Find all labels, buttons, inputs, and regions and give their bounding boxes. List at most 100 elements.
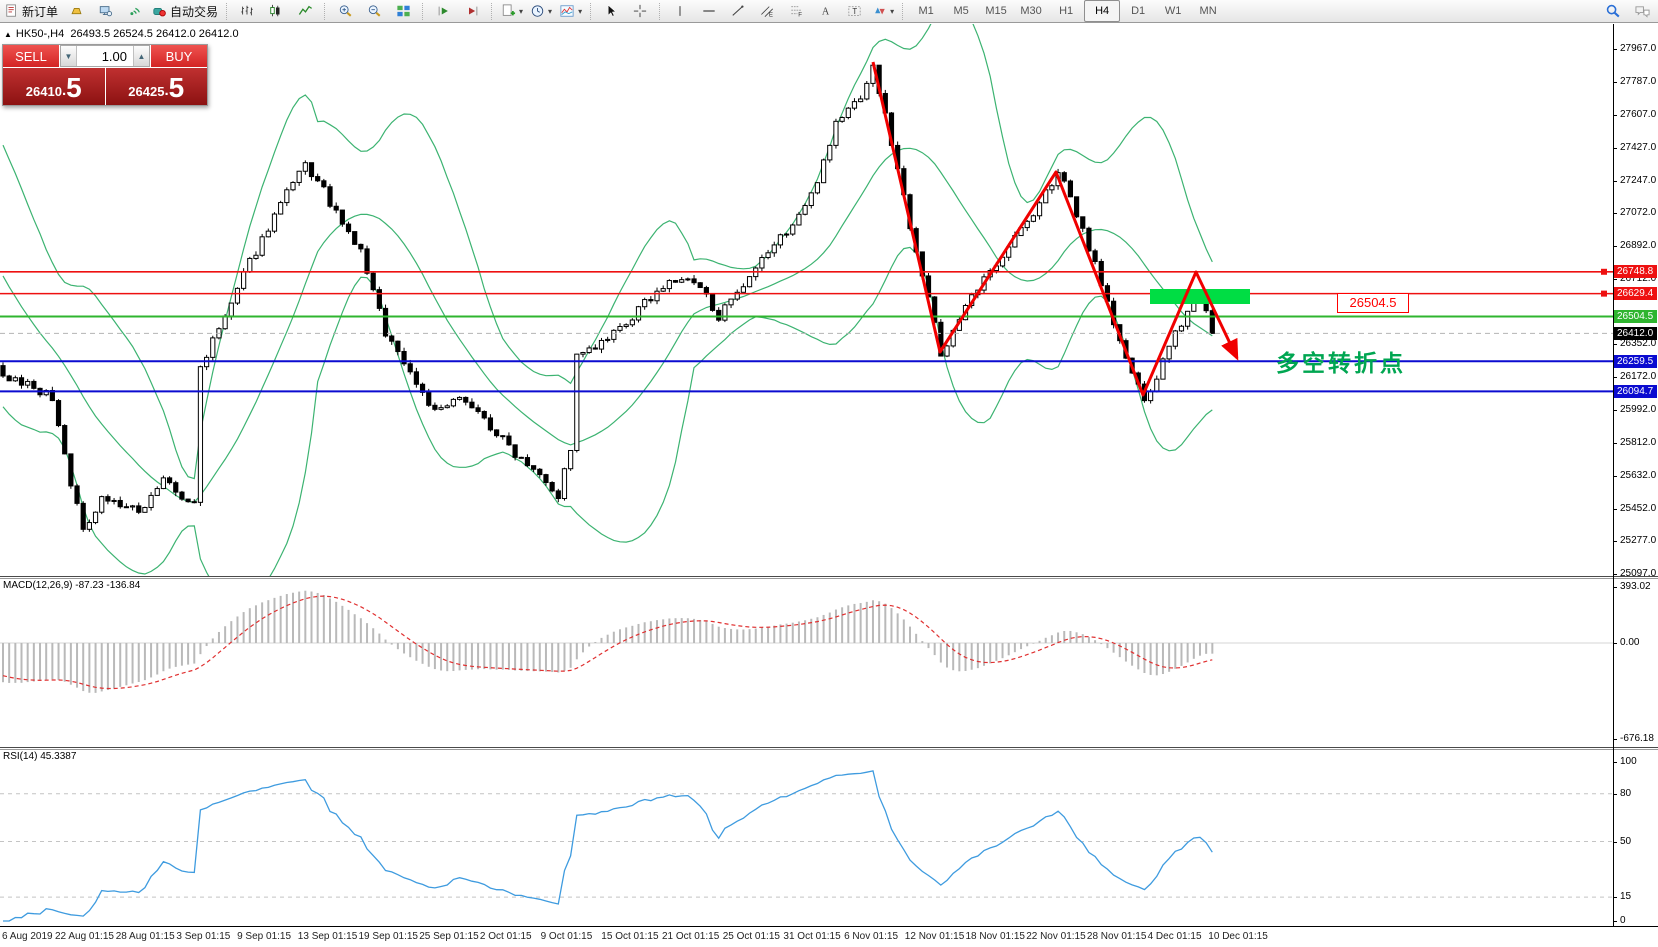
bid-price-main: 26410	[25, 84, 62, 99]
toolbar-separator	[659, 2, 661, 20]
channel-button[interactable]: E	[753, 1, 781, 21]
axis-tick	[1613, 762, 1617, 763]
bars-button[interactable]	[233, 1, 261, 21]
rsi-name: RSI(14)	[3, 751, 38, 762]
bars-icon	[240, 4, 254, 18]
ask-price-main: 26425	[128, 84, 165, 99]
level-price-tag: 26748.8	[1614, 265, 1657, 279]
time-axis-label: 10 Dec 01:15	[1208, 931, 1268, 942]
shapes-button[interactable]: ▾	[869, 1, 897, 21]
price-axis-label: 26352.0	[1620, 338, 1657, 350]
highlight-zone[interactable]	[1150, 289, 1250, 304]
axis-tick	[1613, 739, 1617, 741]
bid-price-dot: .	[61, 82, 67, 99]
pane-separator[interactable]	[0, 747, 1658, 750]
price-callout-label[interactable]: 26504.5	[1337, 293, 1409, 313]
signal-button[interactable]	[120, 1, 148, 21]
toolbar-separator	[902, 2, 904, 20]
toolbar: 新订单 自动交易 ▾ ▾ ▾ E F A T ▾ M1 M5 M15 M30 H1 H4 D1 W1 MN	[0, 0, 1658, 23]
volume-value[interactable]: 1.00	[101, 48, 127, 64]
ingot-button[interactable]	[62, 1, 90, 21]
axis-tick	[1613, 508, 1617, 510]
axis-tick	[1613, 245, 1617, 247]
turning-point-note[interactable]: 多空转折点	[1276, 350, 1406, 376]
time-axis-label: 6 Nov 01:15	[844, 931, 899, 942]
price-axis-label: 25812.0	[1620, 437, 1657, 449]
terminal-button[interactable]	[91, 1, 119, 21]
terminal-icon	[98, 4, 113, 18]
timeframe-m15[interactable]: M15	[985, 5, 1007, 17]
timeframe-d1[interactable]: D1	[1131, 5, 1146, 17]
macd-axis-label: 0.00	[1620, 637, 1640, 648]
signal-icon	[127, 4, 142, 18]
chart-title: ▲ HK50-,H4 26493.5 26524.5 26412.0 26412.…	[4, 28, 239, 40]
axis-tick	[1613, 180, 1617, 182]
text-button[interactable]: A	[811, 1, 839, 21]
axis-tick	[1613, 841, 1617, 843]
axis-tick	[1613, 793, 1617, 795]
macd-indicator-label: MACD(12,26,9) -87.23 -136.84	[3, 580, 140, 591]
autotrade-label: 自动交易	[170, 4, 219, 19]
price-chart-canvas[interactable]	[0, 24, 1658, 576]
buy-button[interactable]: BUY	[151, 45, 207, 67]
indicators-button[interactable]: ▾	[556, 1, 585, 21]
time-axis-label: 18 Nov 01:15	[965, 931, 1026, 942]
axis-tick	[1613, 921, 1617, 922]
chat-button[interactable]	[1628, 1, 1656, 21]
pane-separator[interactable]	[0, 576, 1658, 579]
text-label-button[interactable]: T	[840, 1, 868, 21]
volume-decrease-button[interactable]: ▼	[61, 46, 77, 66]
rsi-axis-label: 0	[1620, 915, 1626, 926]
svg-text:E: E	[768, 12, 772, 18]
sell-button[interactable]: SELL	[3, 45, 59, 67]
periods-button[interactable]: ▾	[527, 1, 555, 21]
axis-tick	[1613, 147, 1617, 149]
time-axis-label: 6 Aug 2019	[2, 931, 53, 942]
fibonacci-button[interactable]: F	[782, 1, 810, 21]
volume-increase-button[interactable]: ▲	[133, 46, 149, 66]
autotrade-button[interactable]: 自动交易	[149, 1, 221, 21]
autotrade-icon	[152, 4, 167, 18]
time-axis-label: 28 Nov 01:15	[1086, 931, 1147, 942]
timeframe-h4[interactable]: H4	[1084, 0, 1121, 22]
cursor-button[interactable]	[597, 1, 625, 21]
new-chart-icon	[501, 4, 516, 18]
chart-shift-button[interactable]	[458, 1, 486, 21]
line-chart-button[interactable]	[291, 1, 319, 21]
vline-button[interactable]	[666, 1, 694, 21]
macd-pane-canvas[interactable]	[0, 579, 1658, 747]
tile-button[interactable]	[389, 1, 417, 21]
rsi-pane-canvas[interactable]	[0, 750, 1658, 926]
trendline-button[interactable]	[724, 1, 752, 21]
zigzag-trend-annotation[interactable]	[871, 61, 1239, 397]
timeframe-m30[interactable]: M30	[1020, 5, 1042, 17]
timeframe-m1[interactable]: M1	[918, 5, 934, 17]
time-axis-label: 4 Dec 01:15	[1147, 931, 1202, 942]
new-order-button[interactable]: 新订单	[2, 1, 61, 21]
axis-tick	[1613, 212, 1617, 214]
new-order-icon	[5, 4, 19, 18]
auto-scroll-button[interactable]	[429, 1, 457, 21]
search-button[interactable]	[1599, 1, 1627, 21]
timeframe-w1[interactable]: W1	[1164, 5, 1182, 17]
hline-button[interactable]	[695, 1, 723, 21]
chart-window[interactable]: 27967.0 27787.0 27607.0 27427.0 27247.0 27072…	[0, 24, 1658, 947]
new-chart-button[interactable]: ▾	[498, 1, 526, 21]
crosshair-button[interactable]	[626, 1, 654, 21]
toolbar-separator	[422, 2, 424, 20]
ask-price[interactable]: 26425 . 5	[105, 68, 207, 105]
candles-button[interactable]	[262, 1, 290, 21]
trendline-icon	[731, 4, 745, 18]
zoom-out-button[interactable]	[360, 1, 388, 21]
level-price-tag: 26629.4	[1614, 287, 1657, 301]
zoom-in-button[interactable]	[331, 1, 359, 21]
bid-price[interactable]: 26410 . 5	[3, 68, 105, 105]
timeframe-h1[interactable]: H1	[1059, 5, 1074, 17]
timeframe-m5[interactable]: M5	[953, 5, 969, 17]
macd-axis-label: -676.18	[1620, 733, 1654, 745]
time-axis-border	[0, 926, 1658, 927]
axis-tick	[1613, 344, 1617, 346]
axis-tick	[1613, 278, 1617, 280]
timeframe-mn[interactable]: MN	[1199, 5, 1217, 17]
price-axis-label: 26172.0	[1620, 371, 1657, 383]
